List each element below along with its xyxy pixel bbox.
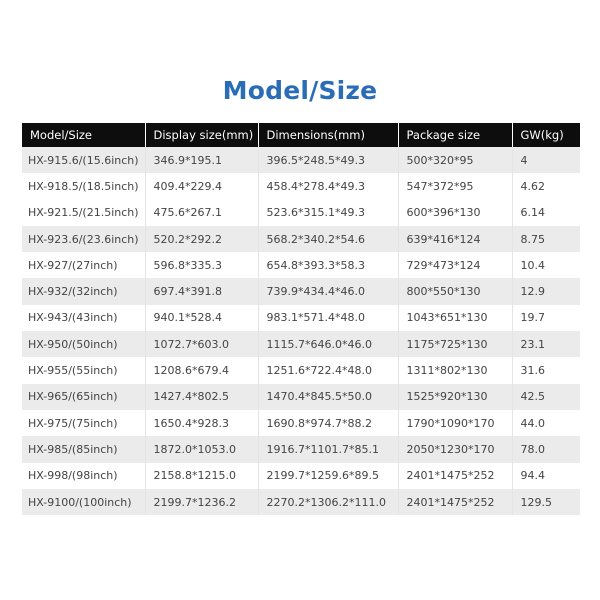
table-row: HX-923.6/(23.6inch) 520.2*292.2 568.2*340.… xyxy=(22,225,580,253)
table-cell: HX-955/(55inch) xyxy=(22,357,146,384)
table-cell: 568.2*340.2*54.6 xyxy=(258,225,399,253)
table-cell: 1470.4*845.5*50.0 xyxy=(258,383,399,410)
table-cell: 409.4*229.4 xyxy=(145,173,259,200)
table-cell: 596.8*335.3 xyxy=(145,252,259,279)
table-cell: 129.5 xyxy=(512,488,580,516)
table-cell: 1043*651*130 xyxy=(398,304,513,332)
table-cell: 78.0 xyxy=(512,436,580,463)
column-header: Model/Size xyxy=(22,123,146,147)
table-cell: 2199.7*1259.6*89.5 xyxy=(258,462,399,489)
table-cell: 739.9*434.4*46.0 xyxy=(258,278,399,305)
table-row: HX-955/(55inch) 1208.6*679.4 1251.6*722.4*… xyxy=(22,357,580,384)
table-cell: HX-932/(32inch) xyxy=(22,278,146,305)
table-cell: HX-943/(43inch) xyxy=(22,304,146,332)
table-cell: 800*550*130 xyxy=(398,278,513,305)
table-cell: 6.14 xyxy=(520,206,546,220)
table-cell: 2050*1230*170 xyxy=(398,436,513,463)
table-cell: HX-921.5/(21.5inch) xyxy=(22,199,146,226)
column-header: Display size(mm) xyxy=(145,123,259,147)
table-cell: 1115.7*646.0*46.0 xyxy=(258,331,399,358)
table-cell: 940.1*528.4 xyxy=(145,304,259,332)
table-cell: 2270.2*1306.2*111.0 xyxy=(258,488,399,516)
table-cell: HX-923.6/(23.6inch) xyxy=(22,225,146,253)
table-cell: 475.6*267.1 xyxy=(145,199,259,226)
table-cell: 697.4*391.8 xyxy=(145,278,259,305)
table-row: HX-985/(85inch) 1872.0*1053.0 1916.7*1101.… xyxy=(22,436,580,463)
table-cell: 12.9 xyxy=(512,278,580,305)
table-cell: 44.0 xyxy=(520,416,546,430)
table-cell: 2158.8*1215.0 xyxy=(145,462,259,489)
table-cell: HX-965/(65inch) xyxy=(22,383,146,410)
table-row: HX-975/(75inch) 1650.4*928.3 1690.8*974.7*… xyxy=(22,409,580,437)
table-cell: 1251.6*722.4*48.0 xyxy=(258,357,399,384)
table-cell: 1175*725*130 xyxy=(398,331,513,358)
table-cell: 458.4*278.4*49.3 xyxy=(258,173,399,200)
table-row: HX-932/(32inch) 697.4*391.8 739.9*434.4*46… xyxy=(22,278,580,305)
table-cell: 1790*1090*170 xyxy=(398,409,513,437)
table-cell: 600*396*130 xyxy=(398,199,513,226)
table-cell: 19.7 xyxy=(520,311,546,325)
table-cell: 1311*802*130 xyxy=(398,357,513,384)
table-cell: 1690.8*974.7*88.2 xyxy=(258,409,399,437)
table-cell: 2199.7*1236.2 xyxy=(145,488,259,516)
table-cell: 1427.4*802.5 xyxy=(145,383,259,410)
table-cell: 654.8*393.3*58.3 xyxy=(258,252,399,279)
table-row: HX-918.5/(18.5inch) 409.4*229.4 458.4*278.… xyxy=(22,173,580,200)
table-cell: 983.1*571.4*48.0 xyxy=(258,304,399,332)
table-cell: 1650.4*928.3 xyxy=(145,409,259,437)
table-cell: 346.9*195.1 xyxy=(145,147,259,174)
table-cell: 523.6*315.1*49.3 xyxy=(258,199,399,226)
table-cell: 1072.7*603.0 xyxy=(145,331,259,358)
table-cell: HX-918.5/(18.5inch) xyxy=(22,173,146,200)
column-header: GW(kg) xyxy=(512,123,580,147)
table-row: HX-915.6/(15.6inch) 346.9*195.1 396.5*248.… xyxy=(22,147,580,174)
table-cell: 547*372*95 xyxy=(398,173,513,200)
table-cell: HX-915.6/(15.6inch) xyxy=(22,147,146,174)
table-cell: 639*416*124 xyxy=(398,225,513,253)
table-cell: HX-9100/(100inch) xyxy=(22,488,146,516)
table-cell: 729*473*124 xyxy=(398,252,513,279)
table-row: HX-9100/(100inch) 2199.7*1236.2 2270.2*130… xyxy=(22,488,580,516)
page-title: Model/Size xyxy=(222,76,378,105)
table-cell: 1525*920*130 xyxy=(398,383,513,410)
table-cell: 2401*1475*252 xyxy=(398,462,513,489)
table-row: HX-950/(50inch) 1072.7*603.0 1115.7*646.0*… xyxy=(22,331,580,358)
table-cell: 1916.7*1101.7*85.1 xyxy=(258,436,399,463)
table-cell: 1872.0*1053.0 xyxy=(145,436,259,463)
table-row: HX-998/(98inch) 2158.8*1215.0 2199.7*1259.… xyxy=(22,462,580,489)
table-cell: HX-998/(98inch) xyxy=(22,462,146,489)
table-row: HX-965/(65inch) 1427.4*802.5 1470.4*845.5*… xyxy=(22,383,580,410)
table-cell: 42.5 xyxy=(512,383,580,410)
table-cell: 2401*1475*252 xyxy=(398,488,513,516)
table-cell: 4.62 xyxy=(520,179,546,193)
model-size-table: Model/Size Display size(mm) Dimensions(mm)… xyxy=(22,123,580,516)
table-cell: 8.75 xyxy=(512,225,580,253)
table-header-row: Model/Size Display size(mm) Dimensions(mm)… xyxy=(22,123,580,147)
table-row: HX-921.5/(21.5inch) 475.6*267.1 523.6*315.… xyxy=(22,199,580,226)
table-row: HX-943/(43inch) 940.1*528.4 983.1*571.4*48… xyxy=(22,304,580,332)
column-header: Dimensions(mm) xyxy=(258,123,399,147)
table-cell: 31.6 xyxy=(520,364,546,378)
table-cell: HX-975/(75inch) xyxy=(22,409,146,437)
table-cell: 23.1 xyxy=(512,331,580,358)
table-cell: 520.2*292.2 xyxy=(145,225,259,253)
table-cell: 396.5*248.5*49.3 xyxy=(258,147,399,174)
table-row: HX-927/(27inch) 596.8*335.3 654.8*393.3*58… xyxy=(22,252,580,279)
table-cell: 10.4 xyxy=(520,258,546,272)
table-cell: HX-927/(27inch) xyxy=(22,252,146,279)
column-header: Package size xyxy=(398,123,513,147)
table-cell: HX-950/(50inch) xyxy=(22,331,146,358)
table-cell: 500*320*95 xyxy=(398,147,513,174)
table-cell: 94.4 xyxy=(520,469,546,483)
table-cell: 1208.6*679.4 xyxy=(145,357,259,384)
table-cell: 4 xyxy=(512,147,580,174)
table-cell: HX-985/(85inch) xyxy=(22,436,146,463)
